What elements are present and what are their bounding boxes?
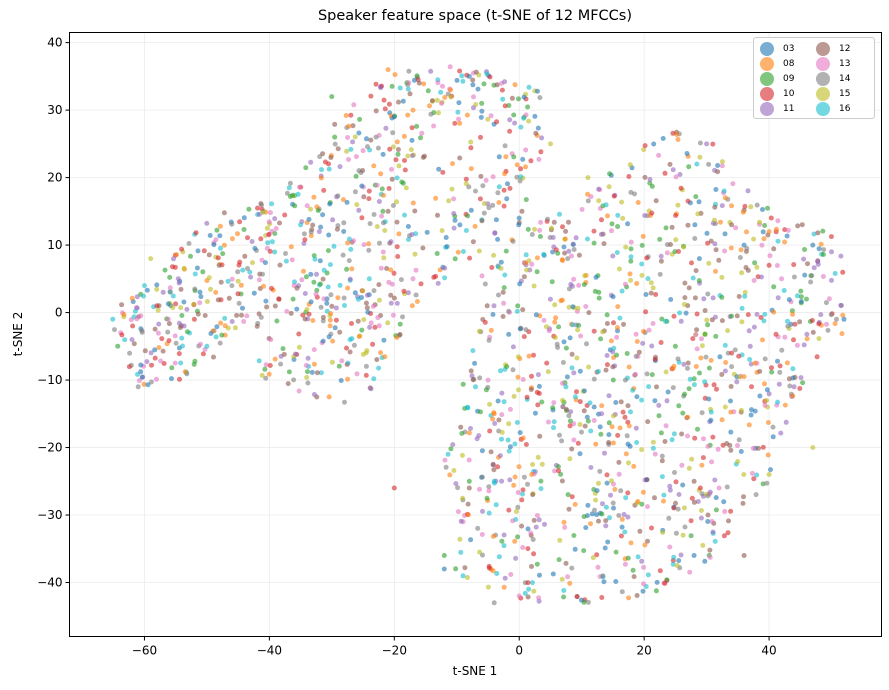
x-tick-label: −20 bbox=[382, 644, 407, 658]
legend-item-15: 15 bbox=[814, 86, 870, 101]
chart-title: Speaker feature space (t-SNE of 12 MFCCs… bbox=[317, 8, 633, 24]
legend-item-16: 16 bbox=[814, 101, 870, 116]
legend-label: 08 bbox=[783, 58, 795, 69]
legend-swatch-icon bbox=[816, 56, 830, 71]
legend-swatch-icon bbox=[760, 86, 774, 101]
x-axis-label: t-SNE 1 bbox=[453, 664, 498, 678]
legend-item-11: 11 bbox=[758, 101, 814, 116]
y-axis-label: t-SNE 2 bbox=[11, 312, 25, 357]
x-tick-label: 20 bbox=[637, 644, 652, 658]
legend-swatch-icon bbox=[760, 56, 774, 71]
y-tick-label: 40 bbox=[47, 36, 62, 50]
legend-label: 16 bbox=[839, 103, 851, 114]
legend-item-13: 13 bbox=[814, 56, 870, 71]
legend-swatch-icon bbox=[760, 101, 774, 116]
legend-swatch-icon bbox=[816, 86, 830, 101]
legend-label: 12 bbox=[839, 43, 851, 54]
y-tick-label: 20 bbox=[47, 171, 62, 185]
legend-swatch-icon bbox=[816, 101, 830, 116]
legend-item-10: 10 bbox=[758, 86, 814, 101]
y-tick-label: −10 bbox=[37, 373, 62, 387]
y-tick-label: −20 bbox=[37, 441, 62, 455]
plot-frame bbox=[69, 32, 882, 637]
legend-swatch-icon bbox=[760, 41, 774, 56]
y-tick-label: 0 bbox=[55, 306, 63, 320]
y-tick-label: 30 bbox=[47, 103, 62, 117]
legend-swatch-icon bbox=[816, 41, 830, 56]
y-tick-label: −40 bbox=[37, 576, 62, 590]
legend: 03 08 09 10 11 12 13 14 15 16 bbox=[753, 37, 875, 119]
legend-swatch-icon bbox=[816, 71, 830, 86]
y-tick-label: −30 bbox=[37, 508, 62, 522]
legend-label: 11 bbox=[783, 103, 795, 114]
x-tick-label: −60 bbox=[132, 644, 157, 658]
y-tick-label: 10 bbox=[47, 238, 62, 252]
legend-item-12: 12 bbox=[814, 41, 870, 56]
legend-item-03: 03 bbox=[758, 41, 814, 56]
legend-label: 13 bbox=[839, 58, 851, 69]
data-points bbox=[110, 64, 847, 606]
legend-label: 10 bbox=[783, 88, 795, 99]
legend-label: 14 bbox=[839, 73, 851, 84]
x-tick-label: 40 bbox=[761, 644, 776, 658]
legend-label: 15 bbox=[839, 88, 851, 99]
legend-item-09: 09 bbox=[758, 71, 814, 86]
y-axis-ticks: −40 −30 −20 −10 0 10 20 30 40 bbox=[37, 36, 70, 590]
x-tick-label: −40 bbox=[257, 644, 282, 658]
legend-swatch-icon bbox=[760, 71, 774, 86]
legend-item-08: 08 bbox=[758, 56, 814, 71]
legend-label: 03 bbox=[783, 43, 795, 54]
legend-label: 09 bbox=[783, 73, 795, 84]
legend-item-14: 14 bbox=[814, 71, 870, 86]
x-tick-label: 0 bbox=[515, 644, 523, 658]
x-axis-ticks: −60 −40 −20 0 20 40 bbox=[132, 636, 777, 658]
